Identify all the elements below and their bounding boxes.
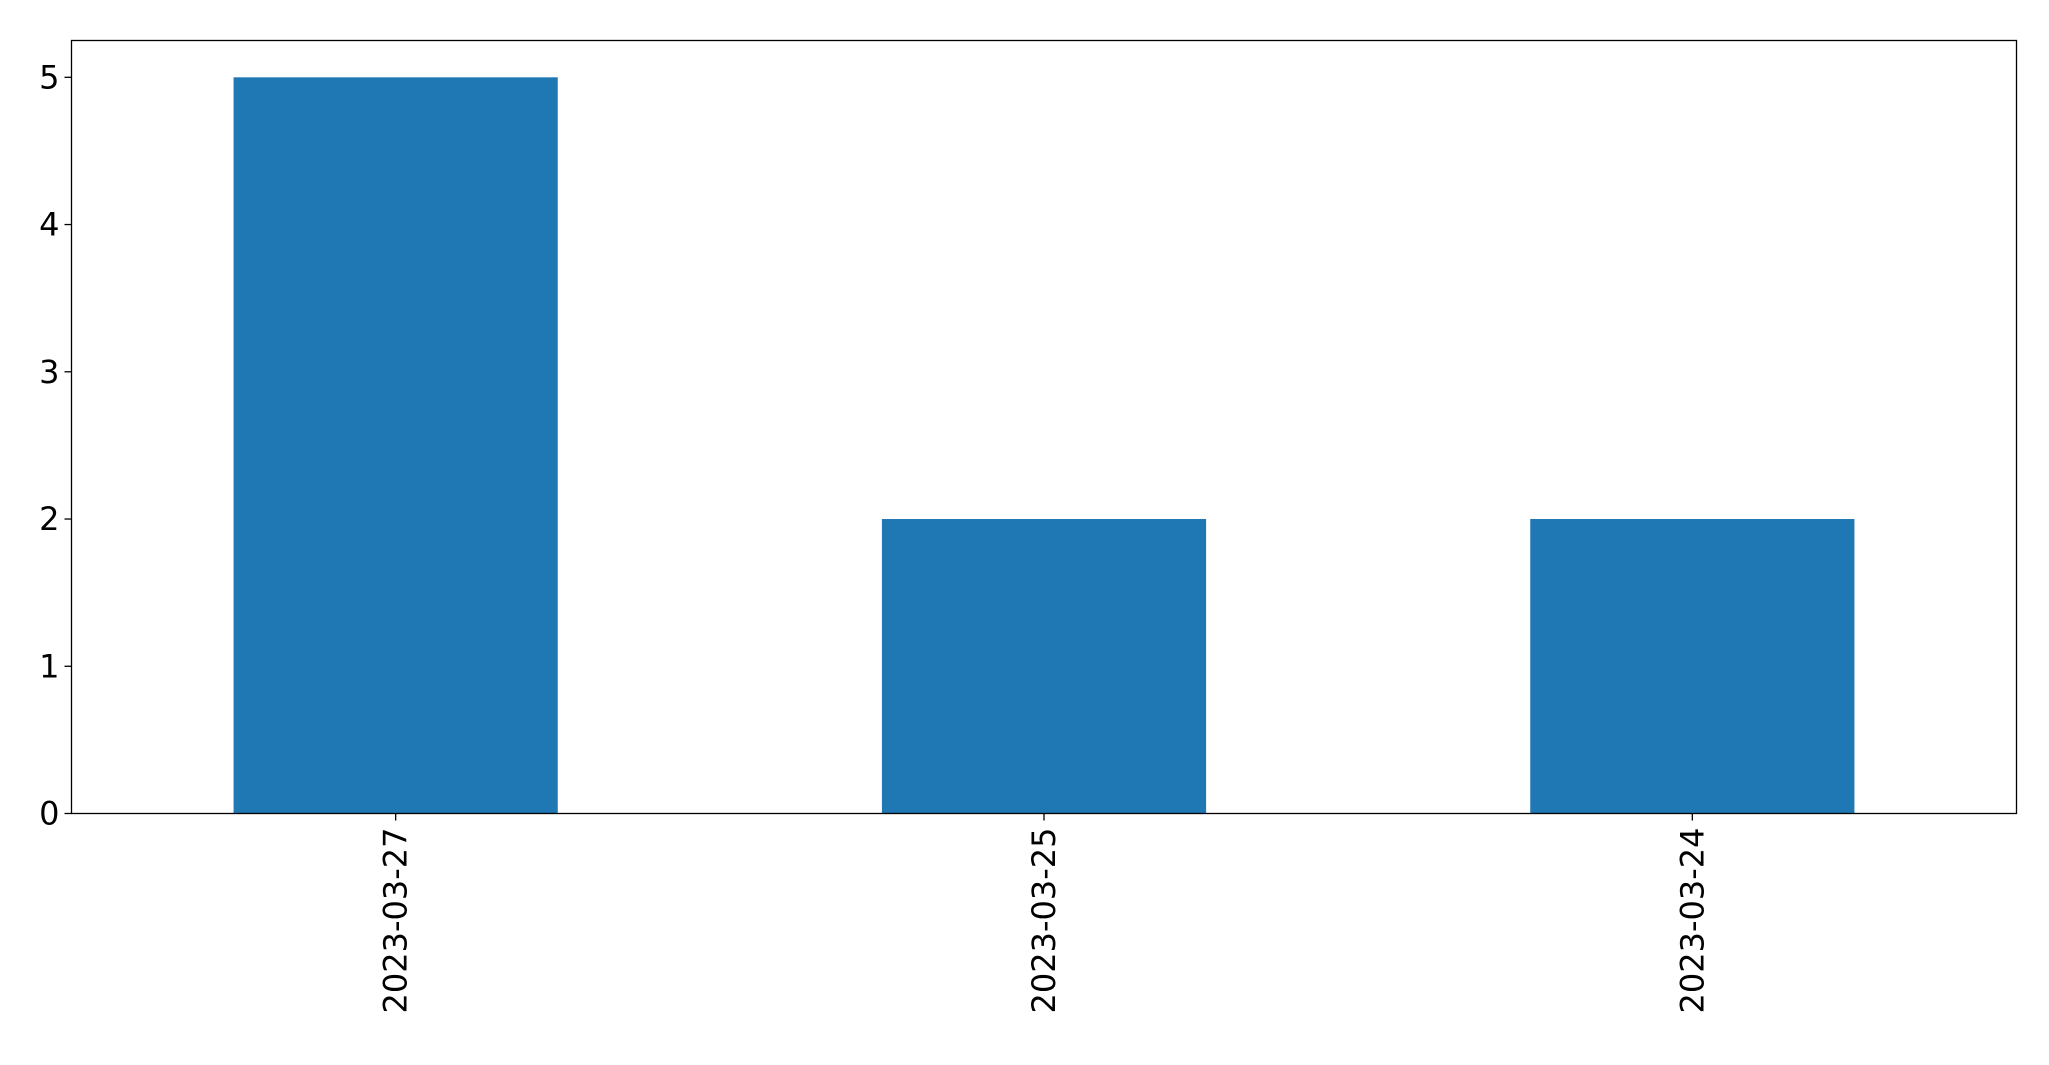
y-tick-label: 4: [39, 206, 59, 244]
x-axis-ticks: 2023-03-27 2023-03-25 2023-03-24: [377, 813, 1711, 1014]
y-tick-label: 0: [39, 795, 59, 833]
bars-layer: [233, 77, 1855, 814]
x-tick-label: 2023-03-24: [1673, 828, 1711, 1014]
x-tick-label: 2023-03-25: [1025, 828, 1063, 1014]
x-tick-label: 2023-03-27: [377, 828, 415, 1014]
bar-2023-03-27: [233, 77, 558, 814]
y-tick-label: 1: [39, 647, 59, 685]
bar-2023-03-24: [1530, 519, 1855, 814]
bar-2023-03-25: [881, 519, 1207, 814]
y-tick-label: 3: [39, 353, 59, 391]
y-axis-ticks: 0 1 2 3 4 5: [39, 58, 72, 833]
y-tick-label: 2: [39, 500, 59, 538]
y-tick-label: 5: [39, 58, 59, 96]
